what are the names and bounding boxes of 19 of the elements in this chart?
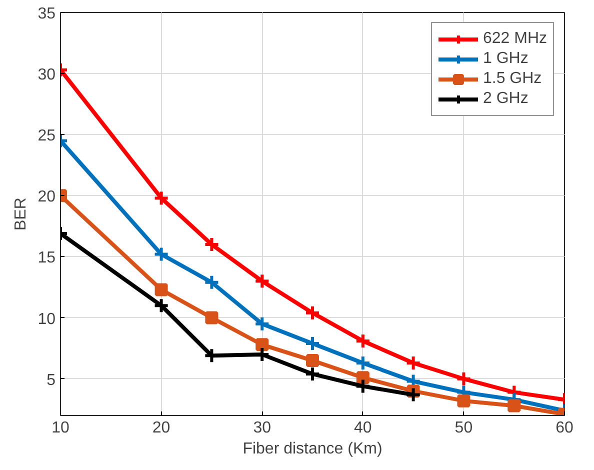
y-tick-label: 5 bbox=[46, 372, 56, 389]
x-tick-label: 30 bbox=[253, 420, 272, 436]
legend-label: 1.5 GHz bbox=[482, 69, 542, 89]
y-tick-label: 20 bbox=[38, 188, 56, 206]
legend-label: 2 GHz bbox=[482, 89, 528, 109]
y-tick-label: 30 bbox=[38, 66, 56, 84]
y-axis-title: BER bbox=[12, 198, 30, 230]
x-tick-label: 10 bbox=[52, 420, 70, 436]
x-tick-label: 40 bbox=[354, 420, 372, 436]
legend-label: 622 MHz bbox=[482, 29, 547, 49]
x-tick-label: 20 bbox=[152, 420, 170, 436]
x-axis-title: Fiber distance (Km) bbox=[242, 440, 382, 458]
y-tick-label: 10 bbox=[38, 310, 56, 328]
y-tick-label: 15 bbox=[38, 250, 56, 267]
x-tick-label: 60 bbox=[556, 420, 574, 436]
x-tick-label: 50 bbox=[454, 420, 473, 436]
legend-label: 1 GHz bbox=[482, 49, 528, 69]
y-tick-label: 25 bbox=[38, 128, 56, 145]
y-tick-label: 35 bbox=[38, 6, 56, 22]
